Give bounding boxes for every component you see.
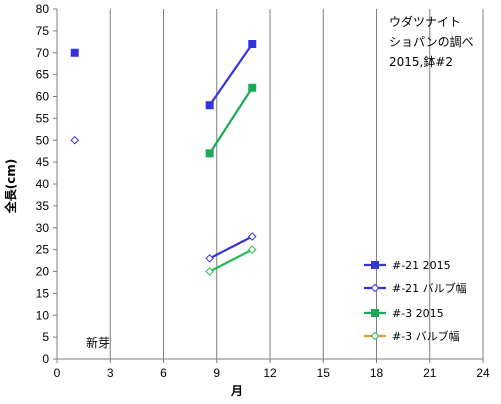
y-tick-label: 60	[36, 90, 50, 104]
legend-swatch-marker	[370, 331, 380, 341]
x-tick-label: 0	[54, 366, 61, 380]
legend-label: #-3 バルブ幅	[392, 329, 460, 343]
series-2	[70, 135, 257, 263]
x-tick-label: 12	[263, 366, 277, 380]
y-tick-label: 5	[42, 330, 49, 344]
series-line	[208, 87, 254, 154]
data-point	[247, 232, 257, 241]
annotation-new-shoot: 新芽	[86, 335, 110, 350]
x-tick-label: 15	[317, 366, 331, 380]
y-tick-label: 80	[36, 2, 50, 16]
y-tick-label: 35	[36, 199, 50, 213]
chart-title-line-3: 2015,鉢#2	[389, 55, 453, 69]
data-point	[70, 48, 79, 57]
y-tick-label: 75	[36, 24, 50, 38]
x-tick-label: 3	[107, 366, 114, 380]
y-tick-label: 15	[36, 286, 50, 300]
y-tick-label: 0	[42, 352, 49, 366]
x-tick-label: 18	[370, 366, 384, 380]
x-tick-labels: 0 3 6 9 12 15 18 21 24	[54, 366, 490, 380]
legend-item: #-21 2015	[364, 259, 451, 272]
legend-label: #-21 2015	[392, 259, 451, 272]
legend-swatch-marker	[370, 283, 380, 293]
chart-title-line-2: ショパンの調べ	[389, 35, 474, 49]
data-point	[247, 245, 257, 254]
legend-label: #-21 バルブ幅	[392, 281, 467, 295]
series-line	[209, 235, 253, 260]
data-point	[248, 40, 257, 48]
data-point	[205, 101, 214, 110]
series-group	[70, 40, 257, 276]
legend-swatch-marker	[371, 309, 379, 317]
data-point	[205, 254, 214, 263]
x-axis-title: 月	[230, 384, 243, 398]
y-tick-label: 25	[36, 243, 50, 257]
series-4	[205, 245, 257, 276]
data-point	[205, 149, 214, 158]
legend-item: #-3 バルブ幅	[364, 329, 460, 343]
legend-label: #-3 2015	[392, 307, 444, 320]
data-point	[70, 135, 80, 145]
y-tick-label: 50	[36, 133, 50, 147]
y-tick-label: 45	[36, 155, 50, 169]
y-tick-label: 20	[36, 265, 50, 279]
grid	[109, 9, 484, 359]
x-tick-label: 24	[476, 366, 490, 380]
y-tick-label: 65	[36, 68, 50, 82]
series-line	[209, 248, 253, 273]
x-tick-label: 9	[213, 366, 220, 380]
legend-swatch-marker	[371, 261, 379, 269]
data-point	[248, 83, 257, 92]
chart-title-line-1: ウダツナイト	[389, 14, 461, 29]
legend-item: #-21 バルブ幅	[364, 281, 467, 295]
y-tick-label: 70	[36, 46, 50, 60]
y-axis-title: 全長(cm)	[3, 159, 18, 215]
y-tick-label: 30	[36, 221, 50, 235]
series-line	[208, 43, 254, 106]
y-tick-labels: 0 5 10 15 20 25 30 35 40 45 50 55 60 65 70 75 80	[36, 2, 50, 366]
axes	[53, 8, 484, 363]
data-point	[205, 267, 214, 276]
legend: #-21 2015 #-21 バルブ幅 #-3 2015 #-3 バルブ幅	[364, 259, 467, 343]
y-tick-label: 55	[36, 111, 50, 125]
legend-item: #-3 2015	[364, 307, 444, 320]
series-3	[205, 83, 257, 158]
y-tick-label: 10	[36, 308, 50, 322]
x-tick-label: 6	[160, 366, 167, 380]
y-tick-label: 40	[36, 177, 50, 191]
x-tick-label: 21	[423, 366, 437, 380]
series-1	[70, 40, 257, 110]
